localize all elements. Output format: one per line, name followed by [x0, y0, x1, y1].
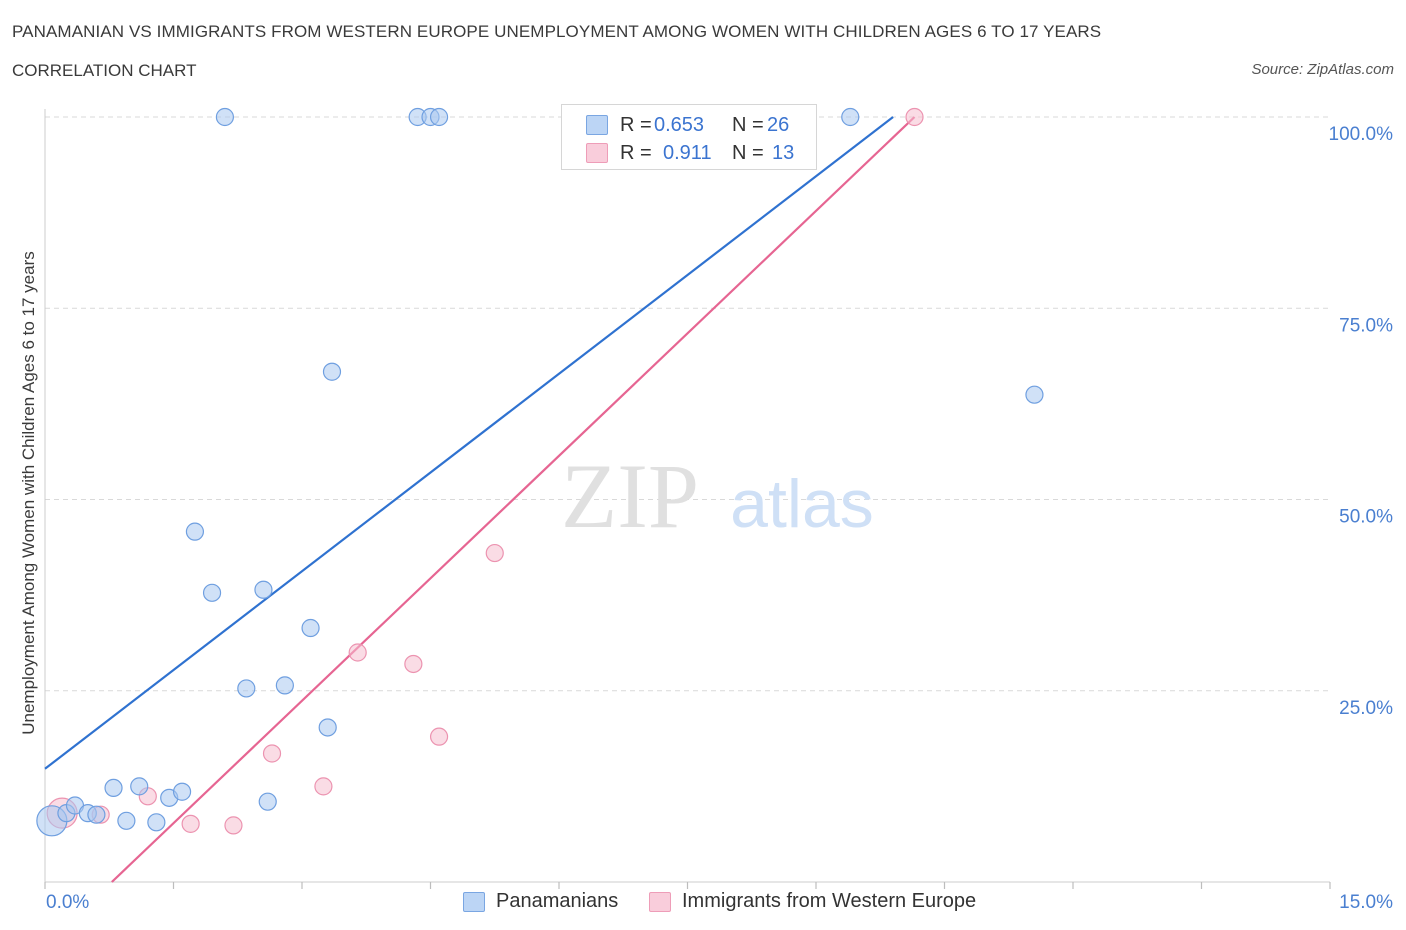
series-legend: Panamanians Immigrants from Western Euro… [0, 888, 1406, 916]
watermark: ZIP atlas [561, 445, 874, 547]
legend-r-value: 0.911 [663, 142, 712, 164]
y-tick-label: 50.0% [1339, 507, 1393, 528]
legend-swatch-pink [649, 892, 671, 912]
source-label: Source: ZipAtlas.com [1251, 61, 1394, 78]
point-panamanians [301, 618, 320, 638]
legend-r-label: R = [620, 142, 652, 164]
x-tick-label: 0.0% [46, 892, 89, 913]
legend-label-panamanians: Panamanians [496, 890, 619, 912]
point-panamanians [254, 580, 273, 599]
legend-n-label: N = [732, 142, 764, 164]
point-panamanians [202, 583, 222, 602]
y-axis-label: Unemployment Among Women with Children A… [19, 251, 38, 735]
point-panamanians [130, 777, 149, 796]
point-panamanians [237, 679, 256, 698]
point-panamanians [275, 676, 294, 695]
legend-r-label: R = [620, 114, 652, 136]
point-immigrants [181, 814, 200, 833]
legend-n-value: 26 [767, 114, 790, 136]
y-tick-label: 75.0% [1339, 315, 1393, 336]
point-panamanians [104, 778, 123, 798]
grid-lines [45, 116, 1330, 692]
data-points [36, 107, 1044, 837]
point-panamanians [147, 813, 166, 832]
legend-label-immigrants: Immigrants from Western Europe [682, 890, 977, 912]
point-panamanians [185, 522, 205, 541]
legend-r-value: 0.653 [654, 114, 705, 136]
point-immigrants [485, 543, 504, 563]
axes [44, 109, 1331, 889]
point-panamanians [841, 107, 860, 127]
point-panamanians [117, 811, 136, 830]
trend-line-immigrants [111, 116, 916, 883]
y-tick-label: 25.0% [1339, 698, 1393, 719]
x-tick-label: 15.0% [1339, 892, 1393, 913]
point-panamanians [322, 362, 342, 381]
point-immigrants [224, 816, 243, 835]
legend-row-immigrants: R = 0.911 N = 13 [562, 139, 816, 167]
point-immigrants [404, 654, 423, 674]
watermark-atlas: atlas [730, 466, 874, 542]
tick-labels: 25.0% 50.0% 75.0% 100.0% 0.0% 15.0% [46, 124, 1393, 913]
stats-legend: R = 0.653 N = 26 R = 0.911 N = 13 [561, 104, 817, 170]
point-immigrants [905, 107, 924, 127]
point-panamanians [215, 107, 234, 127]
point-panamanians [318, 718, 337, 737]
point-panamanians [87, 805, 106, 824]
legend-swatch-blue [586, 115, 608, 135]
legend-swatch-blue [463, 892, 485, 912]
chart-title: PANAMANIAN VS IMMIGRANTS FROM WESTERN EU… [12, 22, 1102, 41]
legend-n-value: 13 [772, 142, 795, 164]
point-immigrants [314, 777, 333, 796]
legend-swatch-pink [586, 143, 608, 163]
chart-subtitle: CORRELATION CHART [12, 61, 197, 80]
point-immigrants [429, 727, 449, 746]
watermark-zip: ZIP [561, 445, 699, 547]
legend-n-label: N = [732, 114, 764, 136]
trend-lines [44, 116, 916, 883]
legend-row-panamanians: R = 0.653 N = 26 [562, 111, 816, 139]
y-tick-label: 100.0% [1329, 124, 1394, 145]
point-immigrants [348, 643, 367, 662]
point-panamanians [258, 792, 277, 811]
point-panamanians [429, 107, 449, 127]
point-panamanians [1025, 385, 1044, 404]
trend-line-panamanians [44, 116, 894, 770]
point-panamanians [172, 782, 192, 801]
point-immigrants [262, 744, 282, 763]
